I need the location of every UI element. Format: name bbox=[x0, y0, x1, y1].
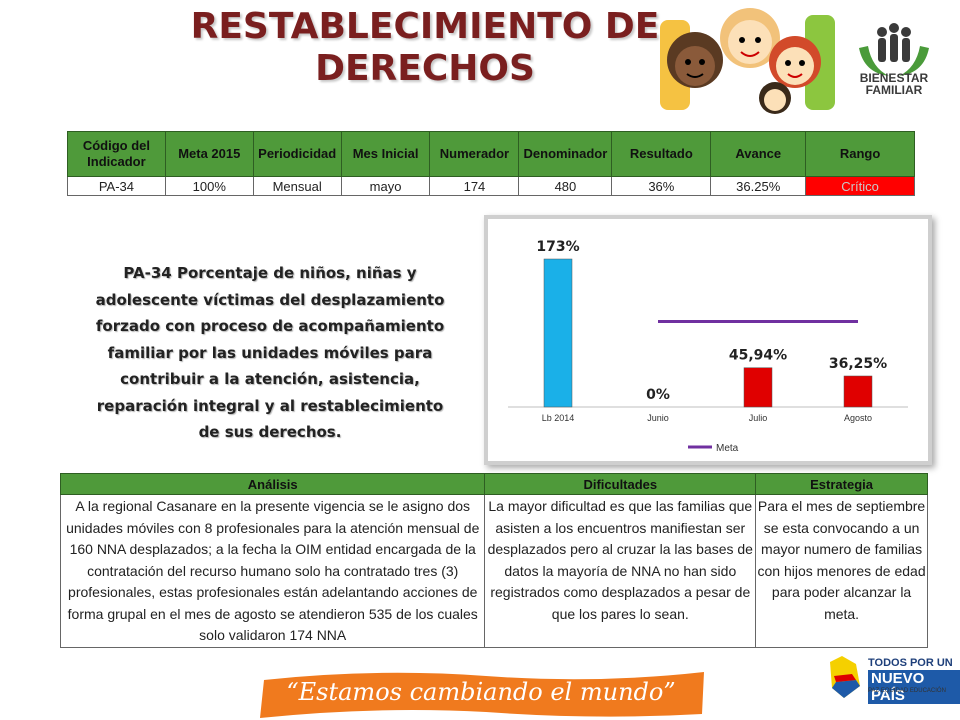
analysis-header-row: Análisis Dificultades Estrategia bbox=[59, 473, 928, 495]
cell-analisis: A la regional Casanare en la presente vi… bbox=[59, 494, 486, 648]
header-numerador: Numerador bbox=[429, 131, 520, 177]
slogan-banner bbox=[260, 672, 704, 718]
cell-denominador: 480 bbox=[518, 176, 613, 196]
nuevo-pais-logo bbox=[830, 656, 860, 698]
legend-label-meta: Meta bbox=[716, 443, 739, 454]
header-rango: Rango bbox=[805, 131, 915, 177]
x-tick-label: Julio bbox=[749, 413, 768, 423]
indicator-header-row: Código del Indicador Meta 2015 Periodici… bbox=[67, 131, 915, 177]
header-avance: Avance bbox=[710, 131, 807, 177]
header-periodicidad: Periodicidad bbox=[252, 131, 342, 177]
bar-julio bbox=[743, 367, 773, 408]
header-meta: Meta 2015 bbox=[164, 131, 254, 177]
data-label: 0% bbox=[646, 387, 670, 403]
page-title: RESTABLECIMIENTO DE DERECHOS bbox=[190, 6, 660, 89]
cell-dificultades: La mayor dificultad es que las familias … bbox=[484, 494, 757, 648]
analysis-row: A la regional Casanare en la presente vi… bbox=[59, 494, 928, 648]
x-tick-label: Junio bbox=[647, 413, 669, 423]
chart-container: 173% Lb 2014 0% Junio 45,94% Julio 36,25% Agost… bbox=[484, 215, 932, 465]
cell-rango-status: Crítico bbox=[805, 176, 915, 196]
cell-avance: 36.25% bbox=[710, 176, 807, 196]
slogan-text: “Estamos cambiando el mundo” bbox=[286, 678, 676, 706]
children-illustration bbox=[660, 8, 835, 114]
header-analisis: Análisis bbox=[59, 473, 486, 495]
cell-estrategia: Para el mes de septiembre se esta convoc… bbox=[755, 494, 928, 648]
cell-numerador: 174 bbox=[429, 176, 520, 196]
header-estrategia: Estrategia bbox=[755, 473, 928, 495]
x-tick-label: Agosto bbox=[844, 413, 872, 423]
bienestar-familiar-logo bbox=[859, 23, 929, 76]
cell-codigo: PA-34 bbox=[67, 176, 166, 196]
bar-agosto bbox=[843, 375, 873, 408]
indicator-table: Código del Indicador Meta 2015 Periodici… bbox=[67, 131, 915, 196]
cell-mes-inicial: mayo bbox=[340, 176, 431, 196]
logo-text: BIENESTAR FAMILIAR bbox=[844, 72, 944, 96]
cell-meta: 100% bbox=[164, 176, 254, 196]
indicator-row: PA-34 100% Mensual mayo 174 480 36% 36.2… bbox=[67, 176, 915, 196]
analysis-table: Análisis Dificultades Estrategia A la re… bbox=[59, 473, 928, 648]
cell-periodicidad: Mensual bbox=[252, 176, 342, 196]
logo-text-line-1: BIENESTAR bbox=[859, 71, 929, 85]
bar-chart: 173% Lb 2014 0% Junio 45,94% Julio 36,25% Agost… bbox=[508, 239, 908, 454]
x-tick-label: Lb 2014 bbox=[542, 413, 575, 423]
data-label: 36,25% bbox=[829, 356, 887, 372]
cell-resultado: 36% bbox=[611, 176, 712, 196]
gov-slogan-line-1: TODOS POR UN bbox=[868, 657, 953, 669]
header-dificultades: Dificultades bbox=[484, 473, 757, 495]
header-codigo: Código del Indicador bbox=[67, 131, 166, 177]
header-denominador: Denominador bbox=[518, 131, 613, 177]
gov-slogan-line-2: NUEVO PAÍS bbox=[868, 670, 960, 704]
bar-lb-2014 bbox=[543, 258, 573, 408]
logo-text-line-2: FAMILIAR bbox=[865, 83, 923, 97]
data-label: 45,94% bbox=[729, 348, 787, 364]
indicator-description: PA-34 Porcentaje de niños, niñas y adole… bbox=[95, 264, 445, 441]
data-label: 173% bbox=[536, 239, 579, 255]
header-mes-inicial: Mes Inicial bbox=[340, 131, 431, 177]
header-resultado: Resultado bbox=[611, 131, 712, 177]
gov-slogan-line-3: PAZ EQUIDAD EDUCACIÓN bbox=[868, 688, 946, 694]
